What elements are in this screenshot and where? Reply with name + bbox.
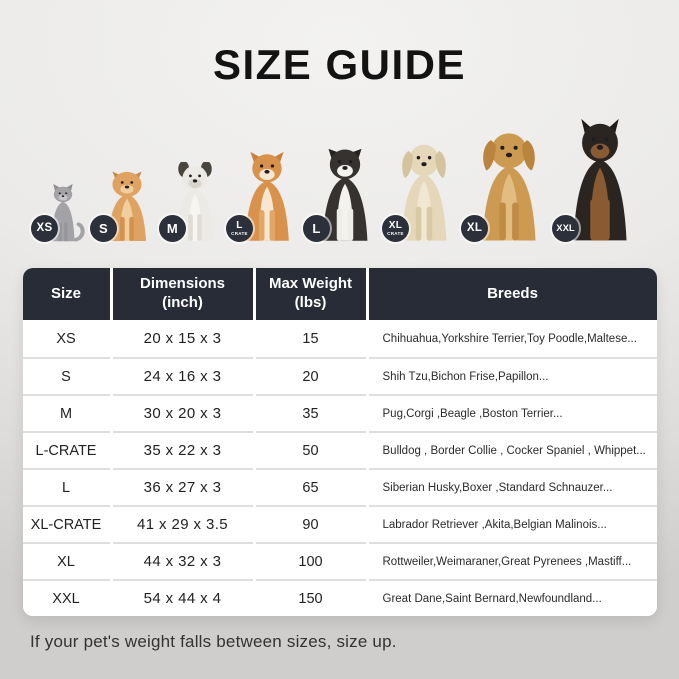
badge-label: XS <box>36 221 53 234</box>
column-header-dimensions: Dimensions (inch) <box>112 268 253 321</box>
animal-doberman: XXL <box>552 118 639 243</box>
dimensions-cell: 36 x 27 x 3 <box>112 468 253 506</box>
max-weight-cell: 15 <box>255 320 366 358</box>
column-header-label: Dimensions <box>139 275 226 293</box>
size-cell: XL-CRATE <box>22 505 110 543</box>
page-title: SIZE GUIDE <box>212 41 467 88</box>
animal-border-collie: L <box>303 145 378 243</box>
badge-label: XL <box>388 219 403 231</box>
breeds-cell: Bulldog , Border Collie , Cocker Spaniel… <box>368 431 657 469</box>
column-header-breeds: Breeds <box>368 268 657 321</box>
column-header-label: Max Weight <box>268 275 353 293</box>
column-header-label: Breeds <box>487 284 538 302</box>
max-weight-cell: 90 <box>255 505 366 543</box>
animal-labrador: XL CRATE <box>382 140 457 243</box>
size-cell: L <box>22 468 110 506</box>
column-header-sublabel: (lbs) <box>294 294 327 312</box>
dimensions-cell: 35 x 22 x 3 <box>112 431 253 469</box>
size-badge-xl: XL <box>461 215 488 243</box>
column-header-sublabel: (inch) <box>162 294 203 312</box>
column-header-label: Size <box>50 284 81 302</box>
animal-pomeranian: S <box>90 170 155 243</box>
breeds-cell: Rottweiler,Weimaraner,Great Pyrenees ,Ma… <box>368 542 657 580</box>
animals-row: XS S M L CRATE L XL CRATE XL XXL <box>0 110 679 243</box>
size-cell: L-CRATE <box>22 431 110 469</box>
dimensions-cell: 20 x 15 x 3 <box>112 320 253 358</box>
breeds-cell: Siberian Husky,Boxer ,Standard Schnauzer… <box>368 468 657 506</box>
dimensions-cell: 44 x 32 x 3 <box>112 542 253 580</box>
max-weight-cell: 35 <box>255 394 366 432</box>
animal-cat: XS <box>31 184 86 243</box>
badge-label: XL <box>466 221 483 234</box>
badge-label: L <box>312 221 321 237</box>
size-badge-s: S <box>90 215 117 243</box>
breeds-cell: Pug,Corgi ,Beagle ,Boston Terrier... <box>368 394 657 432</box>
badge-sublabel: CRATE <box>387 230 404 236</box>
badge-label: L <box>236 219 243 231</box>
animal-shiba-inu: L CRATE <box>226 150 299 243</box>
animal-golden-retriever: XL <box>461 128 548 243</box>
column-header-max-weight: Max Weight (lbs) <box>255 268 366 321</box>
size-cell: XL <box>22 542 110 580</box>
size-badge-xl-crate: XL CRATE <box>382 215 409 243</box>
size-badge-xs: XS <box>31 215 58 243</box>
max-weight-cell: 50 <box>255 431 366 469</box>
size-badge-xxl: XXL <box>552 215 579 243</box>
breeds-cell: Shih Tzu,Bichon Frise,Papillon... <box>368 357 657 395</box>
sizing-note: If your pet's weight falls between sizes… <box>30 632 397 652</box>
badge-sublabel: CRATE <box>231 230 248 236</box>
breeds-cell: Chihuahua,Yorkshire Terrier,Toy Poodle,M… <box>368 320 657 358</box>
size-badge-l-crate: L CRATE <box>226 215 253 243</box>
animal-french-bulldog: M <box>159 162 222 243</box>
dimensions-cell: 54 x 44 x 4 <box>112 579 253 617</box>
dimensions-cell: 24 x 16 x 3 <box>112 357 253 395</box>
column-header-size: Size <box>22 268 110 321</box>
breeds-cell: Great Dane,Saint Bernard,Newfoundland... <box>368 579 657 617</box>
max-weight-cell: 100 <box>255 542 366 580</box>
max-weight-cell: 65 <box>255 468 366 506</box>
dimensions-cell: 41 x 29 x 3.5 <box>112 505 253 543</box>
size-cell: M <box>22 394 110 432</box>
breeds-cell: Labrador Retriever ,Akita,Belgian Malino… <box>368 505 657 543</box>
size-badge-m: M <box>159 215 186 243</box>
size-cell: XS <box>22 320 110 358</box>
badge-label: XXL <box>556 222 575 234</box>
badge-label: M <box>166 221 179 237</box>
max-weight-cell: 150 <box>255 579 366 617</box>
badge-label: S <box>99 221 108 237</box>
max-weight-cell: 20 <box>255 357 366 395</box>
dimensions-cell: 30 x 20 x 3 <box>112 394 253 432</box>
size-table: Size Dimensions (inch) Max Weight (lbs) … <box>22 268 657 617</box>
size-cell: S <box>22 357 110 395</box>
size-cell: XXL <box>22 579 110 617</box>
size-badge-l: L <box>303 215 330 243</box>
